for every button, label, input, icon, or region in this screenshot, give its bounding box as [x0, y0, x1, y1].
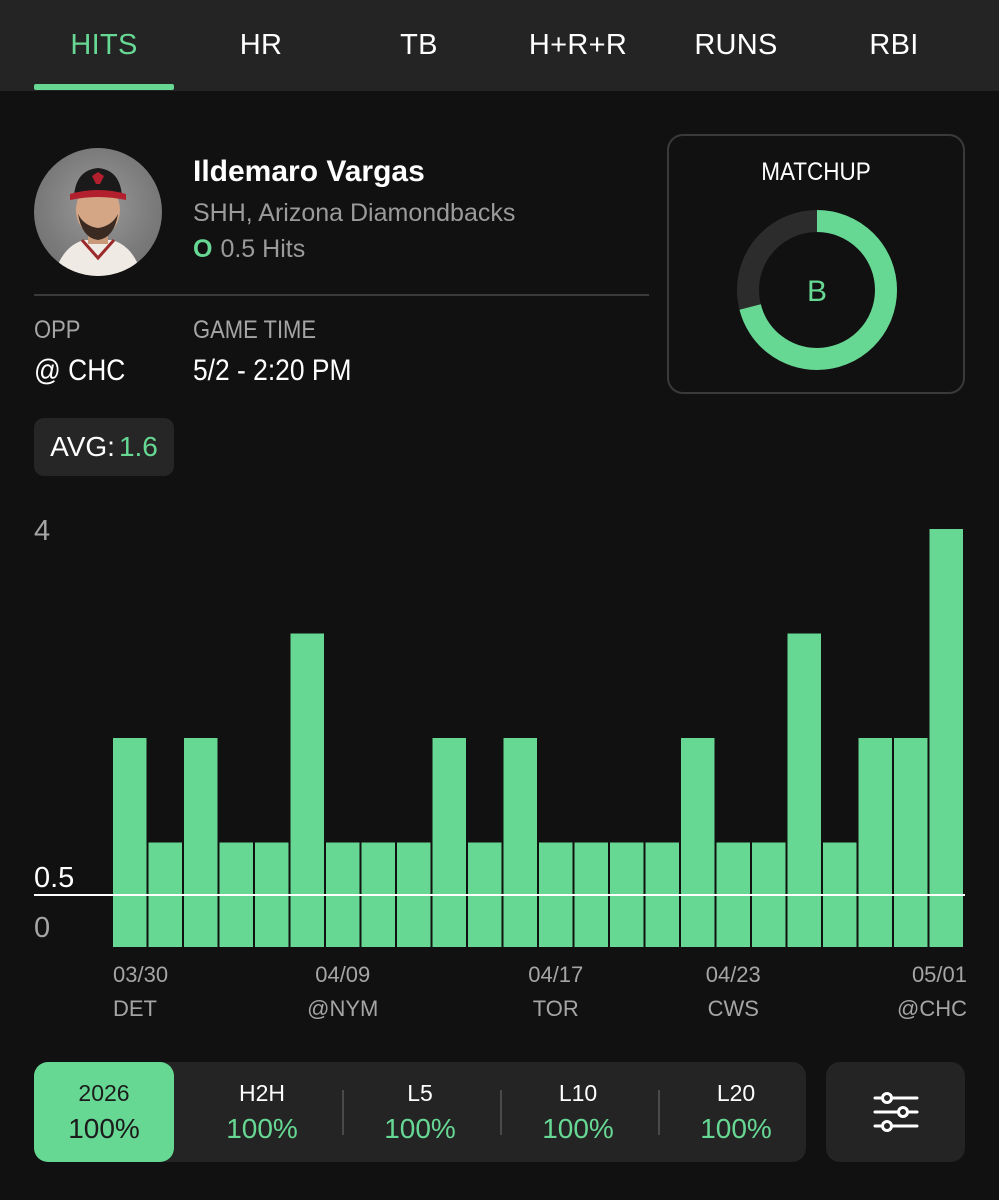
- x-date-label: 04/09: [315, 962, 370, 987]
- x-date-label: 03/30: [113, 962, 168, 987]
- filter-l5[interactable]: L5 100%: [342, 1062, 498, 1162]
- donut-fill: [737, 210, 897, 370]
- filter-label: H2H: [238, 1079, 285, 1106]
- game-time-label: GAME TIME: [193, 316, 317, 344]
- filter-2026[interactable]: 2026 100%: [34, 1062, 174, 1162]
- x-opponent-label: TOR: [533, 996, 579, 1021]
- tab-h-r-r[interactable]: H+R+R: [528, 29, 628, 61]
- x-date-label: 05/01: [912, 962, 967, 987]
- x-opponent-label: @CHC: [897, 996, 967, 1021]
- filter-separator: [658, 1090, 660, 1135]
- game-time-value: 5/2 - 2:20 PM: [193, 354, 352, 387]
- player-team: SHH, Arizona Diamondbacks: [193, 199, 516, 227]
- chart-bar: [290, 633, 324, 947]
- chart-bar: [894, 738, 928, 947]
- chart-bar: [681, 738, 715, 947]
- reference-line-label: 0.5: [34, 862, 74, 894]
- sliders-icon: [873, 1092, 918, 1132]
- filter-settings-button[interactable]: [826, 1062, 965, 1162]
- filter-h2h[interactable]: H2H 100%: [184, 1062, 340, 1162]
- filter-l10[interactable]: L10 100%: [500, 1062, 656, 1162]
- filter-value: 100%: [542, 1112, 614, 1144]
- tab-hr[interactable]: HR: [239, 29, 283, 61]
- y-tick-label: 4: [34, 515, 50, 547]
- filter-value: 100%: [700, 1112, 772, 1144]
- opp-label: OPP: [34, 316, 81, 344]
- matchup-grade: B: [807, 275, 827, 308]
- tab-runs[interactable]: RUNS: [694, 29, 778, 61]
- prop-line: O 0.5 Hits: [193, 235, 305, 264]
- x-opponent-label: CWS: [708, 996, 759, 1021]
- x-date-label: 04/23: [706, 962, 761, 987]
- filter-value: 100%: [226, 1112, 298, 1144]
- filter-separator: [342, 1090, 344, 1135]
- avg-label: AVG:: [50, 431, 115, 462]
- filter-separator: [500, 1090, 502, 1135]
- avg-badge: AVG: 1.6: [34, 418, 174, 476]
- chart-bar: [184, 738, 218, 947]
- player-photo-icon: [54, 168, 142, 276]
- filter-l20[interactable]: L20 100%: [658, 1062, 814, 1162]
- filter-label: L5: [407, 1079, 433, 1106]
- stat-tabs: HITS HR TB H+R+R RUNS RBI: [0, 0, 999, 91]
- chart-bar: [787, 633, 821, 947]
- filter-label: L20: [716, 1079, 756, 1106]
- matchup-card[interactable]: MATCHUP B: [667, 134, 965, 394]
- matchup-donut: B: [737, 210, 897, 370]
- range-filter-bar: 2026 100% H2H 100% L5 100% L10 100% L20 …: [34, 1062, 806, 1162]
- x-date-label: 04/17: [528, 962, 583, 987]
- prop-line-value: 0.5 Hits: [220, 235, 306, 263]
- filter-label: L10: [558, 1079, 598, 1106]
- avg-value: 1.6: [118, 431, 158, 462]
- opp-value: @ CHC: [34, 354, 126, 387]
- player-name: Ildemaro Vargas: [193, 155, 425, 188]
- chart-bar: [113, 738, 147, 947]
- chart-bar: [929, 529, 963, 947]
- chart-bar: [503, 738, 537, 947]
- hits-bar-chart: 4 0 0.5 03/30 DET 04/09 @NYM 04/17 TOR 04/23 CWS 05…: [34, 515, 967, 1021]
- chart-bar: [858, 738, 892, 947]
- x-opponent-label: DET: [113, 996, 157, 1021]
- active-tab-indicator: [34, 84, 174, 90]
- tab-tb[interactable]: TB: [400, 29, 438, 61]
- y-tick-label: 0: [34, 912, 50, 944]
- tab-rbi[interactable]: RBI: [869, 29, 919, 61]
- player-avatar: [34, 148, 162, 276]
- prop-side: O: [193, 235, 213, 263]
- matchup-title: MATCHUP: [761, 158, 871, 186]
- x-opponent-label: @NYM: [307, 996, 378, 1021]
- filter-value: 100%: [68, 1112, 140, 1144]
- header-divider: [34, 294, 649, 296]
- chart-bar: [432, 738, 466, 947]
- filter-label: 2026: [78, 1079, 130, 1106]
- filter-value: 100%: [384, 1112, 456, 1144]
- tab-hits[interactable]: HITS: [70, 29, 138, 61]
